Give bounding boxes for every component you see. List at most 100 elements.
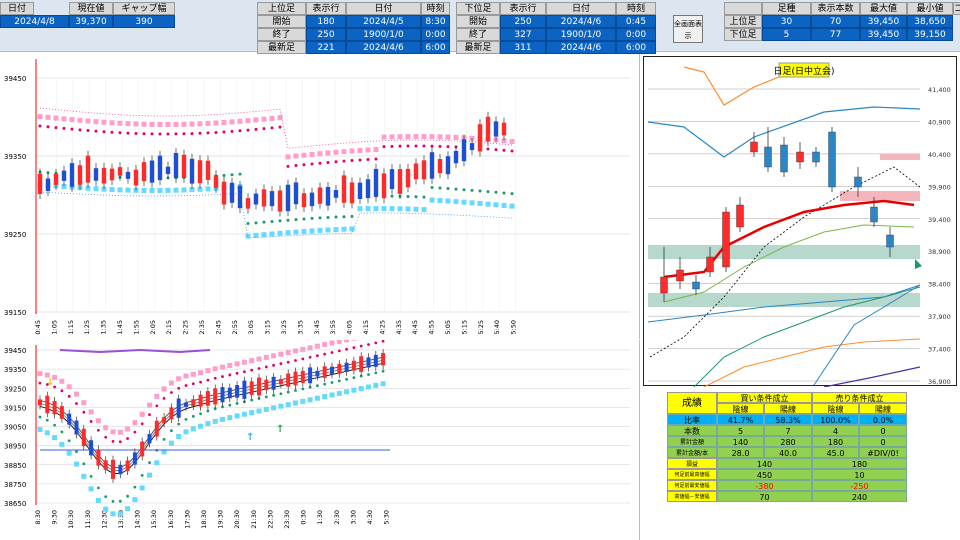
upper-band-marker bbox=[85, 118, 91, 124]
upper-band-marker bbox=[205, 120, 211, 126]
upper-dot bbox=[310, 162, 314, 166]
stats-pl-sell: 180 bbox=[812, 458, 907, 469]
lower-band-dot bbox=[148, 413, 151, 417]
stats-high-buy: 450 bbox=[717, 469, 812, 480]
daily-line bbox=[813, 284, 921, 386]
lower-band-marker bbox=[373, 206, 379, 212]
lower-band-dot bbox=[191, 382, 195, 386]
daily-grid bbox=[648, 88, 920, 382]
candle-body bbox=[389, 169, 395, 190]
lower-x-tick-label: 23:30 bbox=[283, 510, 291, 529]
stats-row-count-b1: 5 bbox=[717, 425, 764, 436]
candle-body bbox=[89, 440, 94, 456]
lower-band-dot bbox=[140, 474, 144, 477]
lower-band-dot bbox=[294, 389, 297, 392]
candle-body bbox=[173, 153, 179, 179]
daily-y-tick-label: 39,400 bbox=[928, 216, 951, 224]
stats-row-ratio-b2: 58.3% bbox=[764, 414, 812, 425]
lower-band-marker bbox=[285, 402, 291, 408]
lower-band-dot bbox=[126, 437, 129, 440]
signal-arrow-icon: ↓ bbox=[46, 377, 54, 388]
stats-row-avg-label: 累計金額/本 bbox=[667, 447, 717, 458]
upper-dot bbox=[334, 160, 338, 164]
lower-dot bbox=[478, 189, 482, 193]
lower-start-time: 0:45 bbox=[616, 15, 656, 28]
candle-body bbox=[317, 187, 323, 204]
lower-band-marker bbox=[157, 187, 163, 193]
candle-body bbox=[59, 406, 64, 419]
daily-y-tick-label: 37,400 bbox=[928, 346, 951, 354]
candle-body bbox=[261, 189, 267, 207]
stats-row-avg-b1: 28.0 bbox=[717, 447, 764, 458]
lower-dot bbox=[406, 194, 410, 198]
lower-band-marker bbox=[154, 460, 160, 466]
fullscreen-button[interactable]: 全画面表示 bbox=[673, 15, 703, 43]
lower-band-marker bbox=[44, 430, 50, 436]
candle-body bbox=[117, 167, 123, 176]
upper-dot bbox=[350, 158, 354, 162]
upper-band-marker bbox=[221, 119, 227, 125]
lower-band-marker bbox=[263, 406, 269, 412]
lower-band-dot bbox=[67, 439, 71, 443]
lower-x-tick-label: 8:30 bbox=[34, 510, 42, 525]
upper-band-marker bbox=[101, 119, 107, 125]
lower-band-marker bbox=[95, 497, 101, 503]
lower-band-dot bbox=[213, 407, 217, 411]
stats-sell-yin: 陰線 bbox=[812, 403, 859, 414]
upper-band-marker bbox=[285, 154, 291, 160]
lower-band-marker bbox=[365, 206, 371, 212]
lower-band-dot bbox=[250, 368, 254, 372]
lower-dot bbox=[326, 215, 330, 219]
candle-body bbox=[485, 116, 491, 142]
upper-dot bbox=[262, 127, 266, 131]
lower-band-dot bbox=[221, 375, 224, 378]
lower-band-dot bbox=[279, 392, 283, 396]
lower-date-label: 日付 bbox=[546, 2, 616, 15]
upper-dot bbox=[246, 128, 250, 132]
upper-x-tick-label: 1:45 bbox=[116, 320, 124, 335]
daily-line bbox=[647, 284, 921, 323]
candle-body bbox=[501, 122, 507, 136]
lower-x-tick-label: 3:30 bbox=[349, 510, 357, 525]
lower-band-dot bbox=[89, 475, 93, 478]
lower-band-dot bbox=[184, 384, 188, 387]
stats-row-avg-b2: 40.0 bbox=[764, 447, 812, 458]
lower-band-dot bbox=[228, 373, 232, 377]
upper-chart-panel: 39450 39350 39250 39150 0:45 1:05 1:15 1:25 1:3… bbox=[0, 54, 640, 339]
lower-band-marker bbox=[109, 187, 115, 193]
lower-band-dot bbox=[199, 412, 203, 416]
lower-band-marker bbox=[336, 390, 342, 396]
candle-body bbox=[103, 460, 108, 470]
upper-x-tick-label: 5:15 bbox=[460, 320, 468, 335]
lower-band-marker bbox=[325, 227, 331, 233]
upper-band-marker bbox=[213, 120, 219, 126]
upper-band-marker bbox=[349, 148, 355, 154]
lower-time-label: 時刻 bbox=[616, 2, 656, 15]
lower-band-marker bbox=[421, 207, 427, 213]
lower-x-tick-label: 16:30 bbox=[167, 510, 175, 529]
daily-candle-body bbox=[854, 176, 862, 188]
candle-body bbox=[96, 449, 101, 466]
lower-band-dot bbox=[75, 450, 78, 453]
lower-band-marker bbox=[329, 392, 335, 398]
lower-band-marker bbox=[469, 200, 475, 206]
lower-row-label: 表示行 bbox=[500, 2, 546, 15]
stats-row-count-s1: 4 bbox=[812, 425, 859, 436]
lower-end-row: 327 bbox=[500, 28, 546, 41]
upper-dot bbox=[158, 132, 162, 136]
lower-band-marker bbox=[314, 395, 320, 401]
upper-dot bbox=[126, 131, 130, 135]
lower-y-tick-label: 38850 bbox=[4, 462, 26, 470]
lower-band-dot bbox=[177, 422, 181, 426]
lower-end-time: 0:00 bbox=[616, 28, 656, 41]
candle-body bbox=[61, 170, 67, 181]
lower-band-marker bbox=[344, 337, 350, 343]
candle-body bbox=[235, 385, 240, 398]
candle-body bbox=[191, 399, 196, 407]
lower-band-marker bbox=[429, 197, 435, 203]
upper-band-marker bbox=[373, 147, 379, 153]
lower-band-marker bbox=[110, 429, 116, 435]
upper-x-tick-label: 1:35 bbox=[100, 320, 108, 335]
lower-band-marker bbox=[117, 429, 123, 435]
upper-end-time: 0:00 bbox=[421, 28, 450, 41]
